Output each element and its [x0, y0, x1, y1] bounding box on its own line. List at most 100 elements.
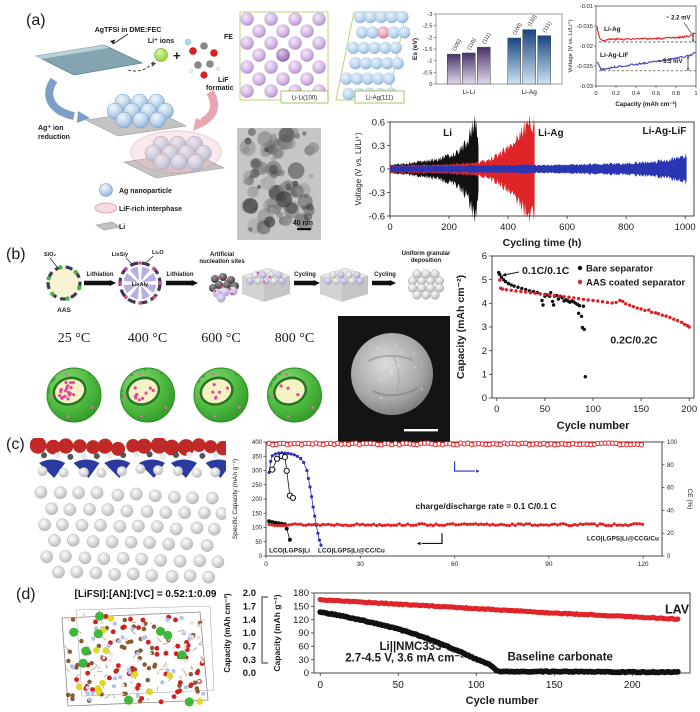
d-xlabel: Cycle number	[466, 695, 539, 707]
cyc-xtick: 400	[500, 222, 516, 233]
legend-li-icon	[95, 221, 121, 231]
c-rate-annotation: charge/discharge rate = 0.1 C/0.1 C	[415, 501, 556, 511]
c-xtick: 90	[545, 561, 553, 568]
c-ytick-right: 80	[667, 463, 674, 469]
cyc-ytick: 0	[380, 165, 385, 176]
cyc-ytick: 0.6	[372, 118, 385, 129]
d-ytick-blue: 0.0	[243, 668, 256, 679]
bar-facet-label: (100)	[451, 38, 463, 52]
c-ytick-left: 300	[252, 469, 263, 475]
d-ylabel-blue: Capacity (mAh cm⁻²)	[223, 593, 232, 673]
d-ytick-black: 90	[298, 628, 309, 639]
cyc-xtick: 1000	[675, 222, 696, 233]
arrow-lithiation1	[84, 280, 116, 286]
lattice-right-atoms	[340, 10, 410, 101]
over-ytick: -0.01	[580, 4, 593, 10]
cyc-xlabel: Cycling time (h)	[503, 237, 582, 249]
ag-nanoparticles-middle	[106, 93, 174, 129]
panel-b-capacity-chart: 0 1 2 3 4 5 6 0 50 100 150 200 Cycle number Capacity …	[455, 251, 697, 432]
over-ytick: -0.03	[580, 84, 593, 90]
c-xtick: 30	[357, 561, 365, 568]
c-ytick-left: 250	[252, 483, 263, 489]
li-ions-label: Li⁺ ions	[148, 38, 174, 45]
li-ion-sphere	[154, 48, 168, 62]
d-ylabel-black: Capacity (mAh g⁻¹)	[272, 594, 282, 671]
c-ytick-left: 150	[252, 511, 263, 517]
bcap-ytick: 6	[482, 251, 487, 262]
bcap-xtick: 0	[494, 404, 499, 415]
bar-facet-label: (111)	[542, 20, 553, 33]
annotation-5-5-mv: ~ 5.5 mV	[658, 59, 683, 65]
bcap-ytick: 4	[482, 299, 487, 310]
bcap-ytick: 1	[482, 370, 487, 381]
panel-b-sem-image: 10 μm	[338, 316, 450, 444]
panel-d-electrolyte-model	[61, 605, 215, 707]
nucleation-label-2: nucleation sites	[199, 259, 245, 265]
c-ytick-right: 0	[667, 554, 671, 560]
lattice-right-caption-box	[354, 90, 405, 104]
c-ytick-right: 60	[667, 486, 674, 492]
over-xtick: 0.6	[652, 91, 660, 97]
panel-a-cycling-chart: 0.60.30-0.3-0.60 200 400 600 800 1000Cycling …	[354, 116, 696, 249]
d-ytick-blue: 0.3	[243, 655, 256, 666]
d-xtick: 50	[393, 680, 405, 691]
d-annotation-cell: Li||NMC333	[380, 641, 442, 653]
bar-facet-label: (110)	[466, 37, 478, 51]
legend-ag-nanoparticle-label: Ag nanoparticle	[119, 188, 172, 195]
deposition-label-2: deposition	[411, 258, 442, 264]
bcap-xtick: 50	[540, 404, 551, 415]
over-ytick: -0.02	[580, 44, 593, 50]
c-ytick-left: 200	[252, 497, 263, 503]
panel-d-cycling-chart: 180 2.0 150 1.7 120 1.4 90 1.0 60 0.7 30 0.3 0 0.0 Cap…	[223, 588, 691, 707]
cyc-xtick: 200	[441, 222, 457, 233]
sio2-pointer	[49, 257, 58, 268]
cyc-xtick: 600	[559, 222, 575, 233]
d-xtick: 100	[468, 680, 485, 691]
temperature-label: 800 °C	[275, 331, 314, 346]
bcap-ytick: 0	[482, 393, 487, 404]
cyc-series-label: Li-Ag	[538, 128, 564, 139]
cyc-ytick: -0.3	[369, 188, 385, 199]
bar-facet-label: (111)	[481, 32, 492, 45]
arrow-lithiation2	[166, 280, 198, 286]
cyc-series-label: Li	[443, 128, 452, 139]
d-ytick-black: 180	[293, 588, 309, 599]
c-xtick: 120	[638, 561, 649, 568]
c-ytick-left: 400	[252, 440, 263, 446]
d-ytick-black: 60	[298, 642, 309, 653]
d-ytick-black: 150	[293, 602, 309, 613]
cyc-series-label: Li-Ag-LiF	[643, 126, 687, 137]
tem-scalebar-label: 40 nm	[293, 220, 313, 227]
over-xtick: 0.2	[612, 91, 620, 97]
legend-ag-nanoparticle-icon	[99, 183, 113, 197]
plus-sign: +	[173, 48, 181, 63]
panel-a-lattice-models: Li-Li(100) Li-Ag(111)	[239, 10, 410, 104]
bcap-xlabel: Cycle number	[557, 420, 630, 432]
reduction-arrowhead	[77, 111, 90, 123]
sio2-label: SiO₂	[44, 252, 56, 258]
panel-a-label: (a)	[26, 12, 46, 29]
bar-ylabel: Es (eV)	[412, 38, 419, 60]
d-annotation-conditions: 2.7-4.5 V, 3.6 mA cm⁻²	[345, 652, 464, 664]
bcap-ytick: 3	[482, 322, 487, 333]
c-xtick: 0	[264, 561, 268, 568]
d-ytick-blue: 0.7	[243, 642, 256, 653]
c-label-lco-ccg: LCO|LGPS|Li@CCG/Cu	[587, 535, 659, 542]
cell-box-1	[241, 267, 291, 302]
over-xtick: 0.4	[632, 91, 641, 97]
bar-ytick: -3	[427, 12, 432, 18]
cycling1-label: Cycling	[294, 272, 316, 278]
over-xtick: 0.8	[672, 91, 680, 97]
over-xlabel: Capacity (mAh cm⁻²)	[615, 101, 676, 108]
cycling2-label: Cycling	[374, 272, 396, 278]
cyc-ytick: -0.6	[369, 212, 385, 223]
d-ytick-blue: 2.0	[243, 588, 256, 599]
legend-lif-interphase-label: LiF-rich interphase	[119, 206, 182, 213]
lattice-right-cell	[335, 11, 407, 101]
d-ytick-black: 120	[293, 615, 309, 626]
bcap-annotation-02c: 0.2C/0.2C	[610, 335, 658, 347]
over-ylabel: Voltage (V vs. Li/Li⁺)	[567, 19, 574, 72]
bcap-xtick: 200	[681, 404, 697, 415]
bar-facet-label: (110)	[527, 14, 539, 28]
